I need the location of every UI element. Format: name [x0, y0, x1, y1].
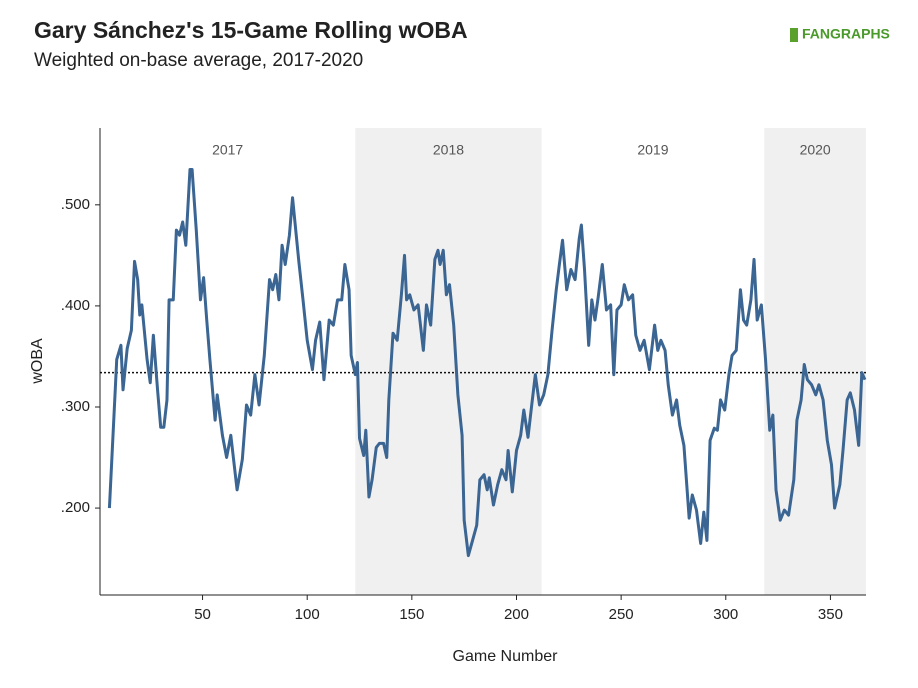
x-tick-label: 200 — [504, 606, 529, 623]
season-band — [355, 128, 542, 595]
x-axis-label: Game Number — [453, 648, 559, 665]
logo-icon — [790, 28, 798, 42]
season-label: 2019 — [637, 142, 668, 158]
x-tick-label: 150 — [399, 606, 424, 623]
x-tick-label: 50 — [194, 606, 211, 623]
chart-subtitle: Weighted on-base average, 2017-2020 — [34, 50, 363, 71]
season-band — [764, 128, 866, 595]
data-line — [107, 167, 867, 558]
logo: FANGRAPHS — [790, 26, 890, 42]
y-tick-label: .300 — [61, 398, 90, 415]
season-bands — [355, 128, 866, 595]
y-tick-label: .400 — [61, 297, 90, 314]
season-label: 2017 — [212, 142, 243, 158]
y-tick-label: .500 — [61, 196, 90, 213]
season-label: 2020 — [800, 142, 831, 158]
x-tick-label: 100 — [295, 606, 320, 623]
x-tick-label: 250 — [609, 606, 634, 623]
y-axis-label: wOBA — [29, 338, 46, 385]
y-tick-label: .200 — [61, 499, 90, 516]
x-tick-label: 300 — [713, 606, 738, 623]
logo-text: FANGRAPHS — [802, 26, 890, 42]
chart-title: Gary Sánchez's 15-Game Rolling wOBA — [34, 17, 468, 43]
x-tick-label: 350 — [818, 606, 843, 623]
season-label: 2018 — [433, 142, 464, 158]
